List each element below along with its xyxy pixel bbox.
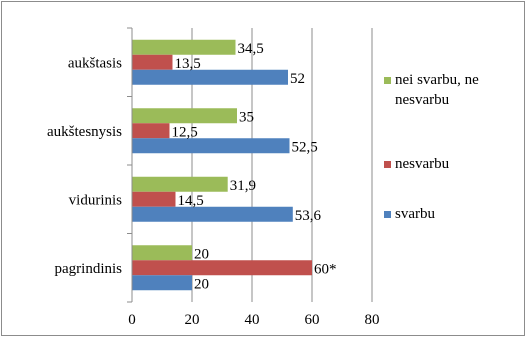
- bar-2-0: [132, 176, 228, 192]
- legend: nei svarbu, ne nesvarbu nesvarbu svarbu: [384, 72, 479, 222]
- bar-3-0: [132, 245, 192, 261]
- data-label-2-0: 31,9: [230, 178, 256, 194]
- bar-1-1: [132, 123, 170, 139]
- axes: aukštasis aukštesnysis vidurinis pagrindini…: [47, 27, 380, 328]
- bar-0-2: [132, 69, 288, 85]
- x-tick-label-80: 80: [365, 312, 380, 328]
- x-tick-label-0: 0: [128, 312, 136, 328]
- x-tick-label-20: 20: [185, 312, 200, 328]
- category-label-0: aukštasis: [68, 55, 122, 71]
- data-labels: 34,5 13,5 52 35 12,5 52,5 31,9 14,5 53,6 20 60* 20: [172, 41, 337, 293]
- legend-label-2-0: svarbu: [395, 206, 435, 222]
- legend-label-0-1: nesvarbu: [395, 92, 450, 108]
- x-tick-label-60: 60: [305, 312, 320, 328]
- legend-label-0-0: nei svarbu, ne: [395, 72, 479, 88]
- legend-swatch-2: [384, 211, 391, 218]
- data-label-1-1: 12,5: [172, 124, 198, 140]
- data-label-1-0: 35: [239, 109, 254, 125]
- data-label-3-2: 20: [194, 276, 209, 292]
- data-label-3-1: 60*: [314, 261, 337, 277]
- bar-2-2: [132, 206, 293, 222]
- bar-3-1: [132, 260, 312, 276]
- legend-swatch-1: [384, 161, 391, 168]
- data-label-0-1: 13,5: [175, 56, 201, 72]
- category-label-1: aukštesnysis: [47, 124, 122, 140]
- bar-2-1: [132, 191, 176, 207]
- data-label-2-1: 14,5: [178, 193, 204, 209]
- legend-label-1-0: nesvarbu: [395, 156, 450, 172]
- bars: [132, 39, 312, 291]
- x-tick-label-40: 40: [245, 312, 260, 328]
- bar-1-0: [132, 108, 237, 124]
- bar-3-2: [132, 275, 192, 291]
- bar-0-0: [132, 39, 236, 55]
- bar-0-1: [132, 54, 173, 70]
- category-label-2: vidurinis: [69, 192, 122, 208]
- category-label-3: pagrindinis: [55, 261, 123, 277]
- data-label-2-2: 53,6: [295, 208, 322, 224]
- bar-1-2: [132, 138, 290, 154]
- data-label-3-0: 20: [194, 246, 209, 262]
- legend-swatch-0: [384, 77, 391, 84]
- data-label-0-0: 34,5: [238, 41, 264, 57]
- data-label-0-2: 52: [290, 71, 305, 87]
- data-label-1-2: 52,5: [292, 139, 318, 155]
